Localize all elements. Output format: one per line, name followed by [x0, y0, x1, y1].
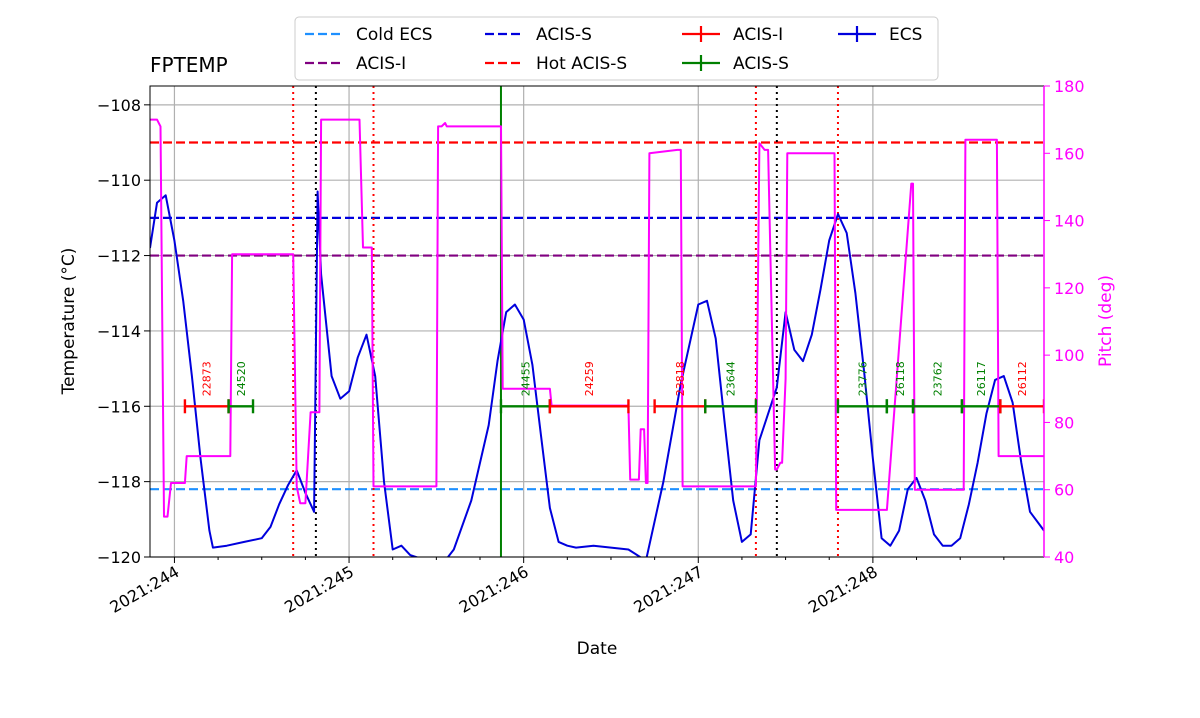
obsid-label: 24520: [235, 361, 248, 396]
obsid-label: 23644: [725, 361, 738, 396]
y-tick-label: −116: [97, 397, 141, 416]
obsid-label: 23776: [856, 361, 869, 396]
y-tick-label: −114: [97, 322, 141, 341]
y-tick-label: −110: [97, 171, 141, 190]
obsid-label: 26112: [1016, 361, 1029, 396]
obsid-label: 23762: [931, 361, 944, 396]
y2-tick-label: 120: [1054, 279, 1085, 298]
legend-label: ACIS-I: [356, 54, 406, 74]
y2-tick-label: 180: [1054, 77, 1085, 96]
obsid-label: 26118: [894, 361, 907, 396]
legend-label: Hot ACIS-S: [536, 54, 627, 74]
obsid-label: 24259: [583, 361, 596, 396]
y2-tick-label: 40: [1054, 548, 1074, 567]
y2-tick-label: 160: [1054, 144, 1085, 163]
legend: Cold ECS ACIS-I ACIS-S Hot ACIS-S ACIS-I ACIS…: [294, 16, 939, 81]
y2-axis-label: Pitch (deg): [1096, 275, 1116, 367]
y-tick-label: −120: [97, 548, 141, 567]
x-axis-label: Date: [577, 639, 618, 659]
legend-box: [294, 16, 939, 81]
y2-tick-label: 60: [1054, 481, 1074, 500]
y-axis-label: Temperature (°C): [59, 248, 79, 396]
obsid-label: 23818: [674, 361, 687, 396]
y2-tick-label: 80: [1054, 413, 1074, 432]
y-tick-label: −112: [97, 247, 141, 266]
legend-label: ACIS-I: [733, 25, 783, 45]
plot-area: 22873 24520 24455 24259 23818 23644 23776 26118…: [150, 86, 1044, 557]
legend-label: ACIS-S: [536, 25, 592, 45]
obsid-label: 22873: [201, 361, 214, 396]
y-tick-label: −108: [97, 96, 141, 115]
y2-tick-label: 100: [1054, 346, 1085, 365]
series-line: [150, 118, 1044, 518]
chart-title: FPTEMP: [150, 53, 228, 77]
obsid-label: 26117: [975, 361, 988, 396]
legend-label: Cold ECS: [356, 25, 433, 45]
legend-label: ECS: [889, 25, 922, 45]
obsid-label: 24455: [519, 361, 532, 396]
legend-label: ACIS-S: [733, 54, 789, 74]
y2-tick-label: 140: [1054, 212, 1085, 231]
y-tick-label: −118: [97, 473, 141, 492]
